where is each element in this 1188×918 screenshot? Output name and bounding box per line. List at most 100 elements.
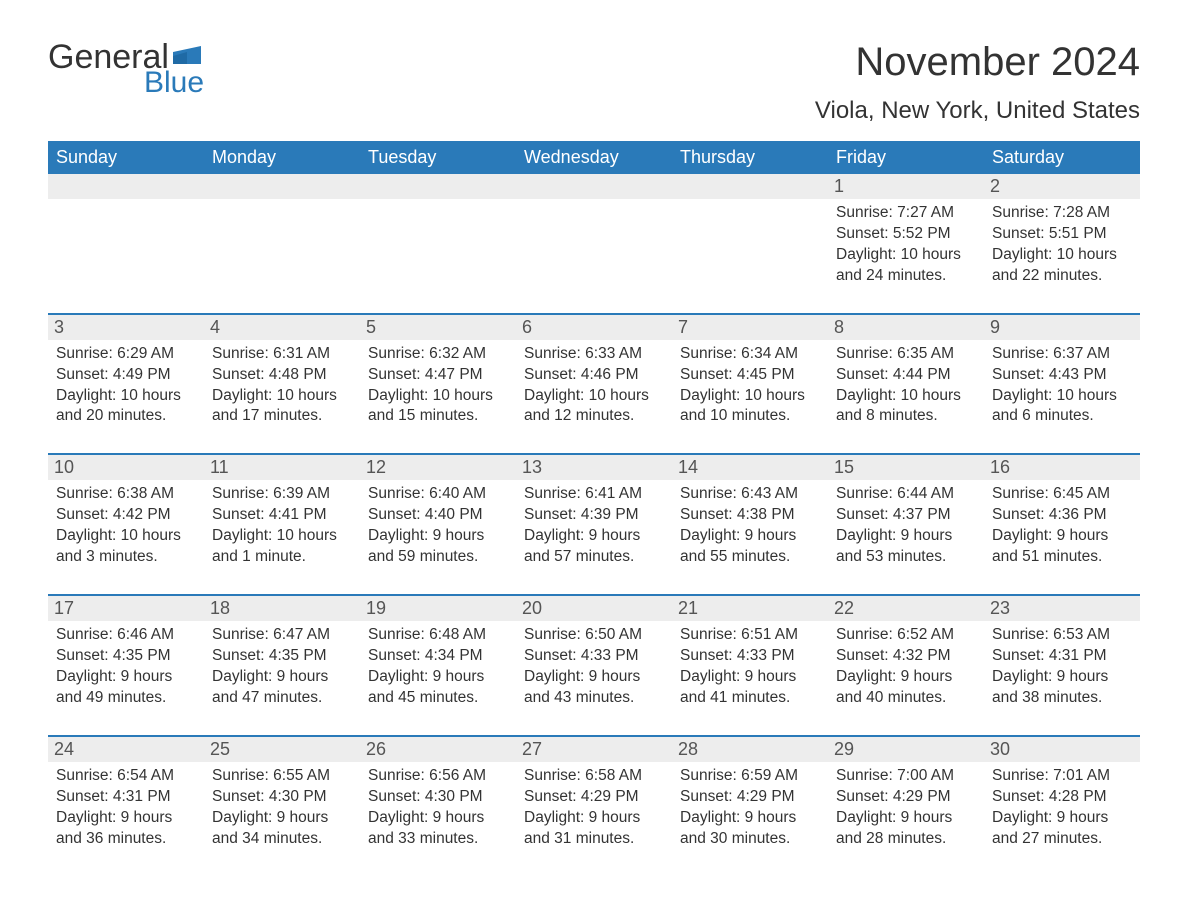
day-cell [672, 174, 828, 295]
day-cell: 16Sunrise: 6:45 AMSunset: 4:36 PMDayligh… [984, 455, 1140, 576]
daylight-text-1: Daylight: 9 hours [992, 667, 1132, 688]
daylight-text-1: Daylight: 10 hours [992, 245, 1132, 266]
day-info: Sunrise: 6:53 AMSunset: 4:31 PMDaylight:… [992, 625, 1132, 709]
sunset-text: Sunset: 4:41 PM [212, 505, 352, 526]
day-info: Sunrise: 7:01 AMSunset: 4:28 PMDaylight:… [992, 766, 1132, 850]
daylight-text-1: Daylight: 9 hours [836, 526, 976, 547]
day-cell: 20Sunrise: 6:50 AMSunset: 4:33 PMDayligh… [516, 596, 672, 717]
sunset-text: Sunset: 4:44 PM [836, 365, 976, 386]
day-info: Sunrise: 6:59 AMSunset: 4:29 PMDaylight:… [680, 766, 820, 850]
sunset-text: Sunset: 5:52 PM [836, 224, 976, 245]
daylight-text-1: Daylight: 9 hours [680, 526, 820, 547]
sunrise-text: Sunrise: 6:43 AM [680, 484, 820, 505]
day-number: 27 [516, 737, 672, 762]
daylight-text-1: Daylight: 9 hours [680, 667, 820, 688]
logo-word-blue: Blue [144, 68, 204, 98]
day-cell: 9Sunrise: 6:37 AMSunset: 4:43 PMDaylight… [984, 315, 1140, 436]
sunrise-text: Sunrise: 6:46 AM [56, 625, 196, 646]
day-info: Sunrise: 6:31 AMSunset: 4:48 PMDaylight:… [212, 344, 352, 428]
week-row: 24Sunrise: 6:54 AMSunset: 4:31 PMDayligh… [48, 735, 1140, 858]
day-info: Sunrise: 6:40 AMSunset: 4:40 PMDaylight:… [368, 484, 508, 568]
daylight-text-2: and 8 minutes. [836, 406, 976, 427]
sunset-text: Sunset: 4:38 PM [680, 505, 820, 526]
sunset-text: Sunset: 4:47 PM [368, 365, 508, 386]
day-number [360, 174, 516, 199]
daylight-text-2: and 1 minute. [212, 547, 352, 568]
day-cell: 8Sunrise: 6:35 AMSunset: 4:44 PMDaylight… [828, 315, 984, 436]
daylight-text-2: and 34 minutes. [212, 829, 352, 850]
day-cell: 5Sunrise: 6:32 AMSunset: 4:47 PMDaylight… [360, 315, 516, 436]
title-block: November 2024 Viola, New York, United St… [815, 40, 1140, 125]
sunset-text: Sunset: 4:29 PM [524, 787, 664, 808]
sunrise-text: Sunrise: 6:31 AM [212, 344, 352, 365]
daylight-text-2: and 20 minutes. [56, 406, 196, 427]
day-number: 21 [672, 596, 828, 621]
daylight-text-2: and 22 minutes. [992, 266, 1132, 287]
sunrise-text: Sunrise: 7:27 AM [836, 203, 976, 224]
sunset-text: Sunset: 4:33 PM [680, 646, 820, 667]
sunrise-text: Sunrise: 6:39 AM [212, 484, 352, 505]
daylight-text-2: and 47 minutes. [212, 688, 352, 709]
daylight-text-1: Daylight: 9 hours [368, 667, 508, 688]
day-number: 30 [984, 737, 1140, 762]
sunrise-text: Sunrise: 6:56 AM [368, 766, 508, 787]
daylight-text-2: and 53 minutes. [836, 547, 976, 568]
daylight-text-1: Daylight: 9 hours [56, 808, 196, 829]
day-info: Sunrise: 6:54 AMSunset: 4:31 PMDaylight:… [56, 766, 196, 850]
day-number: 15 [828, 455, 984, 480]
sunset-text: Sunset: 4:49 PM [56, 365, 196, 386]
daylight-text-1: Daylight: 9 hours [368, 526, 508, 547]
day-number: 20 [516, 596, 672, 621]
sunset-text: Sunset: 4:43 PM [992, 365, 1132, 386]
daylight-text-1: Daylight: 10 hours [680, 386, 820, 407]
daylight-text-2: and 57 minutes. [524, 547, 664, 568]
day-info: Sunrise: 6:47 AMSunset: 4:35 PMDaylight:… [212, 625, 352, 709]
day-cell: 4Sunrise: 6:31 AMSunset: 4:48 PMDaylight… [204, 315, 360, 436]
day-cell: 24Sunrise: 6:54 AMSunset: 4:31 PMDayligh… [48, 737, 204, 858]
day-number [204, 174, 360, 199]
day-cell: 3Sunrise: 6:29 AMSunset: 4:49 PMDaylight… [48, 315, 204, 436]
sunrise-text: Sunrise: 6:41 AM [524, 484, 664, 505]
daylight-text-1: Daylight: 9 hours [56, 667, 196, 688]
week-row: 17Sunrise: 6:46 AMSunset: 4:35 PMDayligh… [48, 594, 1140, 717]
day-cell: 7Sunrise: 6:34 AMSunset: 4:45 PMDaylight… [672, 315, 828, 436]
day-cell: 30 Sunrise: 7:01 AMSunset: 4:28 PMDayligh… [984, 737, 1140, 858]
day-number: 25 [204, 737, 360, 762]
sunrise-text: Sunrise: 7:00 AM [836, 766, 976, 787]
sunset-text: Sunset: 4:30 PM [368, 787, 508, 808]
sunset-text: Sunset: 4:45 PM [680, 365, 820, 386]
sunset-text: Sunset: 4:40 PM [368, 505, 508, 526]
day-cell: 21Sunrise: 6:51 AMSunset: 4:33 PMDayligh… [672, 596, 828, 717]
daylight-text-1: Daylight: 9 hours [992, 526, 1132, 547]
day-info: Sunrise: 6:37 AMSunset: 4:43 PMDaylight:… [992, 344, 1132, 428]
day-cell: 28Sunrise: 6:59 AMSunset: 4:29 PMDayligh… [672, 737, 828, 858]
day-cell: 11Sunrise: 6:39 AMSunset: 4:41 PMDayligh… [204, 455, 360, 576]
daylight-text-2: and 36 minutes. [56, 829, 196, 850]
day-cell: 15Sunrise: 6:44 AMSunset: 4:37 PMDayligh… [828, 455, 984, 576]
day-info: Sunrise: 7:00 AMSunset: 4:29 PMDaylight:… [836, 766, 976, 850]
day-cell: 13Sunrise: 6:41 AMSunset: 4:39 PMDayligh… [516, 455, 672, 576]
weekday-header-row: SundayMondayTuesdayWednesdayThursdayFrid… [48, 141, 1140, 174]
day-info: Sunrise: 6:56 AMSunset: 4:30 PMDaylight:… [368, 766, 508, 850]
day-cell: 6Sunrise: 6:33 AMSunset: 4:46 PMDaylight… [516, 315, 672, 436]
day-cell: 23Sunrise: 6:53 AMSunset: 4:31 PMDayligh… [984, 596, 1140, 717]
day-cell [516, 174, 672, 295]
day-info: Sunrise: 7:28 AMSunset: 5:51 PMDaylight:… [992, 203, 1132, 287]
daylight-text-1: Daylight: 10 hours [836, 386, 976, 407]
day-cell [360, 174, 516, 295]
daylight-text-1: Daylight: 10 hours [368, 386, 508, 407]
sunrise-text: Sunrise: 6:38 AM [56, 484, 196, 505]
day-cell: 10Sunrise: 6:38 AMSunset: 4:42 PMDayligh… [48, 455, 204, 576]
month-title: November 2024 [815, 40, 1140, 85]
daylight-text-2: and 49 minutes. [56, 688, 196, 709]
day-number: 7 [672, 315, 828, 340]
day-info: Sunrise: 6:55 AMSunset: 4:30 PMDaylight:… [212, 766, 352, 850]
day-info: Sunrise: 6:52 AMSunset: 4:32 PMDaylight:… [836, 625, 976, 709]
sunrise-text: Sunrise: 6:37 AM [992, 344, 1132, 365]
sunset-text: Sunset: 4:29 PM [680, 787, 820, 808]
sunrise-text: Sunrise: 6:53 AM [992, 625, 1132, 646]
sunset-text: Sunset: 4:33 PM [524, 646, 664, 667]
calendar: SundayMondayTuesdayWednesdayThursdayFrid… [48, 141, 1140, 857]
daylight-text-2: and 15 minutes. [368, 406, 508, 427]
daylight-text-2: and 41 minutes. [680, 688, 820, 709]
